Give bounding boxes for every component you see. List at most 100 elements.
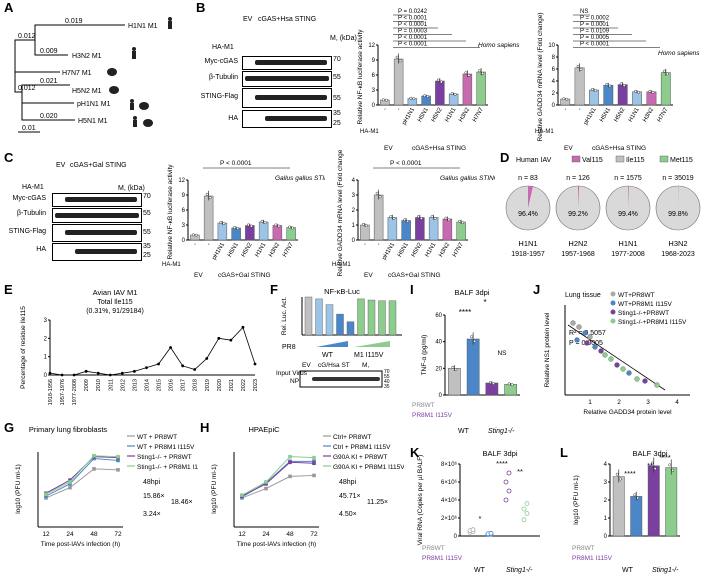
sample-label: pH1N1 bbox=[212, 241, 227, 261]
panel-letter-a: A bbox=[4, 0, 14, 15]
data-point bbox=[361, 222, 365, 226]
series-line bbox=[45, 458, 119, 497]
bar bbox=[217, 222, 228, 241]
sample-count: n = 1575 bbox=[614, 175, 642, 182]
data-point bbox=[208, 196, 212, 200]
mut-label: M1 I115V bbox=[354, 352, 384, 359]
bar bbox=[387, 217, 398, 241]
sample-label: pH1N1 bbox=[402, 106, 417, 126]
data-point bbox=[253, 362, 257, 366]
bar bbox=[665, 467, 678, 537]
legend-swatch bbox=[615, 155, 625, 163]
y-tick-label: 6 bbox=[372, 73, 376, 79]
data-point bbox=[622, 83, 626, 87]
bar bbox=[456, 221, 466, 241]
data-point bbox=[44, 496, 48, 500]
data-point bbox=[68, 478, 72, 482]
data-point bbox=[634, 89, 638, 93]
kda-label: M, (kDa) bbox=[330, 35, 357, 42]
data-point bbox=[229, 338, 233, 342]
data-point bbox=[574, 337, 580, 343]
lane-ev: EV bbox=[243, 16, 253, 23]
pie-percent: 99.8% bbox=[668, 211, 688, 218]
sample-label: pH1N1 bbox=[382, 241, 397, 261]
bar bbox=[258, 221, 269, 241]
gradient-wedge bbox=[354, 341, 390, 347]
y-tick-label: 10 bbox=[548, 43, 555, 49]
fold-change: 4.50× bbox=[339, 511, 357, 518]
y-tick-label: 4 bbox=[604, 462, 608, 468]
data-point bbox=[598, 348, 604, 354]
x-tick-label: 12 bbox=[238, 531, 246, 538]
data-point bbox=[608, 356, 614, 362]
sample-label: H7N7 bbox=[452, 241, 465, 258]
bar bbox=[617, 84, 628, 106]
sample-label: H3N2 bbox=[642, 106, 655, 123]
group-label: Sting1-/- bbox=[488, 428, 515, 435]
blot-label: β-Tubulin bbox=[208, 74, 238, 81]
data-point bbox=[605, 82, 609, 86]
legend-label: Met115 bbox=[670, 157, 693, 164]
sample-label: H3N2 bbox=[458, 106, 471, 123]
data-point bbox=[521, 517, 527, 523]
data-point bbox=[593, 89, 597, 93]
kda-marker: 55 bbox=[333, 74, 341, 81]
sample-label: H5N2 bbox=[614, 106, 627, 123]
x-tick-label: 24 bbox=[262, 531, 270, 538]
row-label: PR8M1 I115V bbox=[412, 412, 453, 419]
panel-letter-k: K bbox=[410, 445, 420, 460]
x-tick-label: 2022 bbox=[241, 379, 247, 391]
bar bbox=[485, 382, 499, 396]
data-point bbox=[236, 227, 240, 230]
panel-letter-f: F bbox=[270, 282, 278, 297]
bar bbox=[325, 304, 334, 336]
series-line bbox=[241, 461, 315, 497]
p-value: P = 0.0109 bbox=[580, 29, 610, 35]
bar bbox=[357, 298, 365, 336]
western-blot bbox=[242, 71, 332, 87]
ha-label: HA-M1 bbox=[360, 129, 379, 135]
blot-label: Myc-cGAS bbox=[204, 58, 238, 65]
ha-label: HA-M1 bbox=[22, 184, 44, 191]
sample-label: - bbox=[382, 107, 388, 112]
p-value: P < 0.0001 bbox=[390, 160, 422, 167]
human-icon-body bbox=[132, 51, 136, 59]
x-tick-label: 2021 bbox=[229, 379, 235, 391]
data-point bbox=[503, 497, 509, 503]
legend-marker bbox=[610, 309, 616, 315]
x-tick-label: 2011 bbox=[108, 379, 114, 391]
pie-percent: 99.2% bbox=[568, 211, 588, 218]
data-point bbox=[615, 472, 619, 476]
bar bbox=[574, 67, 585, 106]
legend-label: Sting1-/- + PR8WT bbox=[137, 454, 192, 461]
data-point bbox=[654, 382, 660, 388]
data-point bbox=[439, 80, 443, 84]
species-label: Gallus gallus STING bbox=[275, 175, 325, 182]
legend-label: Ile115 bbox=[626, 157, 645, 164]
x-tick-label: 72 bbox=[114, 531, 122, 538]
bar bbox=[346, 321, 355, 336]
panel-letter-i: I bbox=[410, 282, 414, 297]
data-point bbox=[274, 223, 278, 227]
data-point bbox=[565, 97, 569, 101]
y-tick-label: 40 bbox=[435, 340, 442, 346]
chart-title: BALF 3dpi bbox=[632, 449, 667, 458]
kda-marker: 55 bbox=[143, 229, 151, 236]
data-point bbox=[389, 215, 393, 219]
data-point bbox=[650, 461, 654, 465]
pie-name: H1N1 bbox=[618, 239, 637, 248]
p-value: P < 0.0001 bbox=[398, 42, 428, 48]
panel-letter-e: E bbox=[4, 282, 13, 297]
kda-marker: 35 bbox=[333, 110, 341, 117]
ha-label: HA-M1 bbox=[162, 262, 181, 268]
hpi-label: 48hpi bbox=[339, 479, 357, 486]
row-label: PR8WT bbox=[412, 402, 435, 409]
panel-letter-c: C bbox=[4, 150, 14, 165]
data-point bbox=[409, 96, 413, 100]
data-point bbox=[133, 369, 136, 373]
leaf-label: pH1N1 M1 bbox=[77, 101, 111, 108]
wt-label: WT bbox=[322, 352, 334, 359]
bar bbox=[388, 300, 397, 336]
data-point bbox=[157, 362, 160, 366]
y-tick-label: 0 bbox=[439, 393, 443, 399]
